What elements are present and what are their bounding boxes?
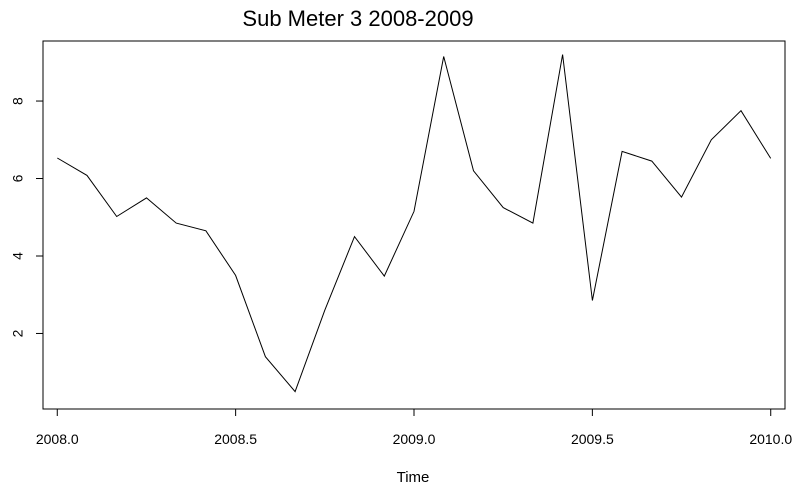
series-line [57,54,772,393]
x-tick-label: 2008.5 [214,431,257,447]
y-tick-label: 2 [10,329,26,337]
x-tick-label: 2008.0 [36,431,79,447]
x-tick-label: 2009.0 [393,431,436,447]
x-axis: 2008.0 2008.5 2009.0 2009.5 2010.0 [36,408,792,447]
chart-title: Sub Meter 3 2008-2009 [242,6,473,31]
x-tick-label: 2010.0 [749,431,792,447]
y-tick-label: 8 [10,97,26,105]
x-axis-label: Time [397,469,430,486]
y-tick-label: 6 [10,174,26,182]
y-axis: 2 4 6 8 [10,97,44,337]
x-tick-label: 2009.5 [571,431,614,447]
data-points [56,53,772,393]
plot-frame [42,40,786,410]
y-tick-label: 4 [10,252,26,260]
